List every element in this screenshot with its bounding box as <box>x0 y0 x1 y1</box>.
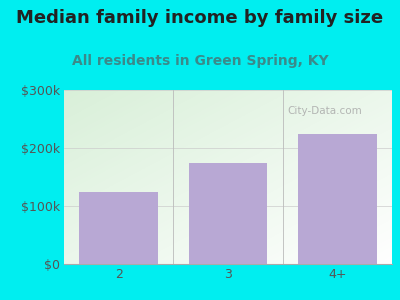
Text: All residents in Green Spring, KY: All residents in Green Spring, KY <box>72 54 328 68</box>
Bar <box>298 134 377 264</box>
Text: City-Data.com: City-Data.com <box>287 106 362 116</box>
Bar <box>189 163 267 264</box>
Text: Median family income by family size: Median family income by family size <box>16 9 384 27</box>
Bar <box>79 191 158 264</box>
